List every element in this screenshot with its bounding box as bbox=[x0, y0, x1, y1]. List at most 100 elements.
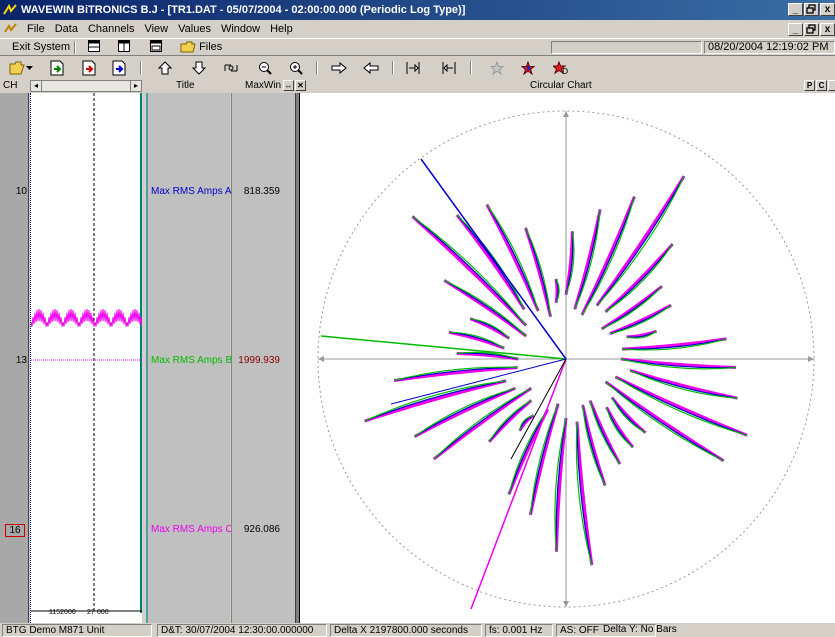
rose-petal bbox=[524, 227, 553, 318]
rose-petal bbox=[621, 338, 727, 351]
rose-petal bbox=[596, 175, 685, 306]
axis-label: 1152000 bbox=[49, 609, 76, 616]
scroll-left-icon[interactable]: ◂ bbox=[31, 81, 42, 91]
exit-system-button[interactable]: Exit System bbox=[12, 41, 71, 53]
axis-arrow bbox=[808, 356, 814, 362]
rose-petal bbox=[595, 175, 686, 307]
arrow-up-icon[interactable] bbox=[156, 60, 174, 76]
menu-data[interactable]: Data bbox=[54, 23, 78, 35]
rose-petal bbox=[412, 215, 527, 326]
close-panel-icon[interactable]: ✕ bbox=[295, 80, 306, 91]
rose-petal bbox=[620, 357, 736, 369]
rose-petal bbox=[364, 379, 507, 423]
close-button[interactable]: x bbox=[820, 3, 835, 16]
waveform-panel[interactable]: 1152000 27 000 bbox=[30, 93, 142, 623]
arrow-diagonal-icon[interactable] bbox=[222, 60, 240, 76]
chart-extra-button[interactable] bbox=[828, 80, 835, 91]
arrow-right-icon[interactable] bbox=[330, 60, 348, 76]
status-fs: fs: 0.001 Hz bbox=[485, 624, 553, 637]
menu-window[interactable]: Window bbox=[220, 23, 261, 35]
rose-petal bbox=[486, 204, 539, 312]
star-gray-icon[interactable] bbox=[488, 60, 506, 76]
channel-title-b[interactable]: Max RMS Amps B bbox=[151, 355, 233, 366]
status-unit: BTG Demo M871 Unit bbox=[2, 624, 152, 637]
arrow-down-icon[interactable] bbox=[190, 60, 208, 76]
menu-channels[interactable]: Channels bbox=[87, 23, 135, 35]
flag-red-icon[interactable] bbox=[520, 60, 538, 76]
rose-petal bbox=[565, 231, 575, 295]
window-title-bar[interactable]: WAVEWIN BiTRONICS B.J - [TR1.DAT - 05/07… bbox=[0, 0, 835, 20]
menu-view[interactable]: View bbox=[144, 23, 169, 35]
flag-d-icon[interactable]: D bbox=[552, 60, 570, 76]
folder-icon bbox=[180, 41, 196, 53]
waveform-plot bbox=[31, 93, 142, 613]
rose-petal bbox=[629, 369, 738, 399]
files-button[interactable]: Files bbox=[180, 40, 222, 55]
panel-splitter[interactable] bbox=[295, 93, 299, 623]
rose-petal bbox=[432, 386, 533, 461]
rose-petal bbox=[412, 215, 527, 326]
menu-values[interactable]: Values bbox=[178, 23, 211, 35]
circular-chart[interactable] bbox=[299, 93, 835, 623]
arrow-left-icon[interactable] bbox=[362, 60, 380, 76]
toolbar-separator bbox=[392, 61, 394, 74]
rose-petal bbox=[596, 175, 685, 307]
maxwin-value-b: 1999.939 bbox=[238, 355, 280, 366]
expand-icon[interactable]: ↔ bbox=[283, 80, 294, 91]
doc-close-button[interactable]: x bbox=[820, 23, 835, 36]
menu-help[interactable]: Help bbox=[270, 23, 293, 35]
minimize-button[interactable]: _ bbox=[788, 3, 803, 16]
rose-petal bbox=[605, 407, 634, 448]
channel-title-a[interactable]: Max RMS Amps A bbox=[151, 186, 232, 197]
channel-number[interactable]: 10 bbox=[15, 186, 27, 197]
axis-arrow bbox=[318, 356, 324, 362]
wave-scrollbar[interactable]: ◂ ▸ bbox=[30, 80, 142, 92]
layout-cascade-icon[interactable] bbox=[150, 40, 162, 55]
zoom-in-icon[interactable] bbox=[287, 60, 305, 76]
title-header: Title bbox=[176, 80, 195, 91]
cursor-right-icon[interactable] bbox=[440, 60, 458, 76]
status-datetime: D&T: 30/07/2004 12:30:00.000000 bbox=[157, 624, 327, 637]
channel-title-c[interactable]: Max RMS Amps C bbox=[151, 524, 233, 535]
cursor-left-icon[interactable] bbox=[404, 60, 422, 76]
export-green-icon[interactable] bbox=[48, 60, 66, 76]
menu-file[interactable]: File bbox=[27, 23, 45, 35]
status-bar: BTG Demo M871 Unit D&T: 30/07/2004 12:30… bbox=[0, 623, 835, 637]
doc-minimize-button[interactable]: _ bbox=[788, 23, 803, 36]
rose-petal bbox=[581, 404, 607, 486]
export-red-icon[interactable] bbox=[80, 60, 98, 76]
rose-petal bbox=[615, 376, 748, 436]
rose-petal bbox=[456, 214, 525, 310]
restore-button[interactable] bbox=[804, 3, 819, 16]
layout-horizontal-icon[interactable] bbox=[88, 40, 100, 55]
scroll-right-icon[interactable]: ▸ bbox=[130, 81, 141, 91]
export-blue-icon[interactable] bbox=[110, 60, 128, 76]
maxwin-column: 818.359 1999.939 926.086 bbox=[231, 93, 295, 623]
channel-number[interactable]: 13 bbox=[15, 355, 27, 366]
rose-petal bbox=[620, 358, 736, 370]
maxwin-value-c: 926.086 bbox=[243, 524, 280, 535]
svg-text:D: D bbox=[562, 67, 568, 75]
rose-petal bbox=[620, 358, 736, 369]
rose-petal bbox=[486, 204, 539, 312]
zoom-out-icon[interactable] bbox=[256, 60, 274, 76]
document-icon[interactable] bbox=[4, 23, 18, 35]
layout-vertical-icon[interactable] bbox=[118, 40, 130, 55]
phase-b-vector bbox=[320, 335, 567, 360]
channel-number-selected[interactable]: 16 bbox=[5, 524, 25, 537]
axis-arrow bbox=[563, 111, 569, 117]
chart-c-button[interactable]: C bbox=[816, 80, 827, 91]
rose-petal bbox=[525, 227, 552, 317]
status-delta-y: Delta Y: No Bars bbox=[603, 624, 677, 635]
resultant-vector bbox=[510, 358, 567, 460]
chart-p-button[interactable]: P bbox=[804, 80, 815, 91]
open-icon[interactable] bbox=[8, 60, 26, 76]
rose-petal bbox=[581, 196, 636, 316]
rose-petal bbox=[414, 387, 516, 438]
rose-petal bbox=[601, 285, 663, 330]
dropdown-arrow-icon[interactable] bbox=[24, 60, 34, 76]
doc-restore-button[interactable] bbox=[804, 23, 819, 36]
rose-petal bbox=[605, 243, 674, 313]
axis-arrow bbox=[563, 601, 569, 607]
rose-petal bbox=[519, 414, 534, 431]
